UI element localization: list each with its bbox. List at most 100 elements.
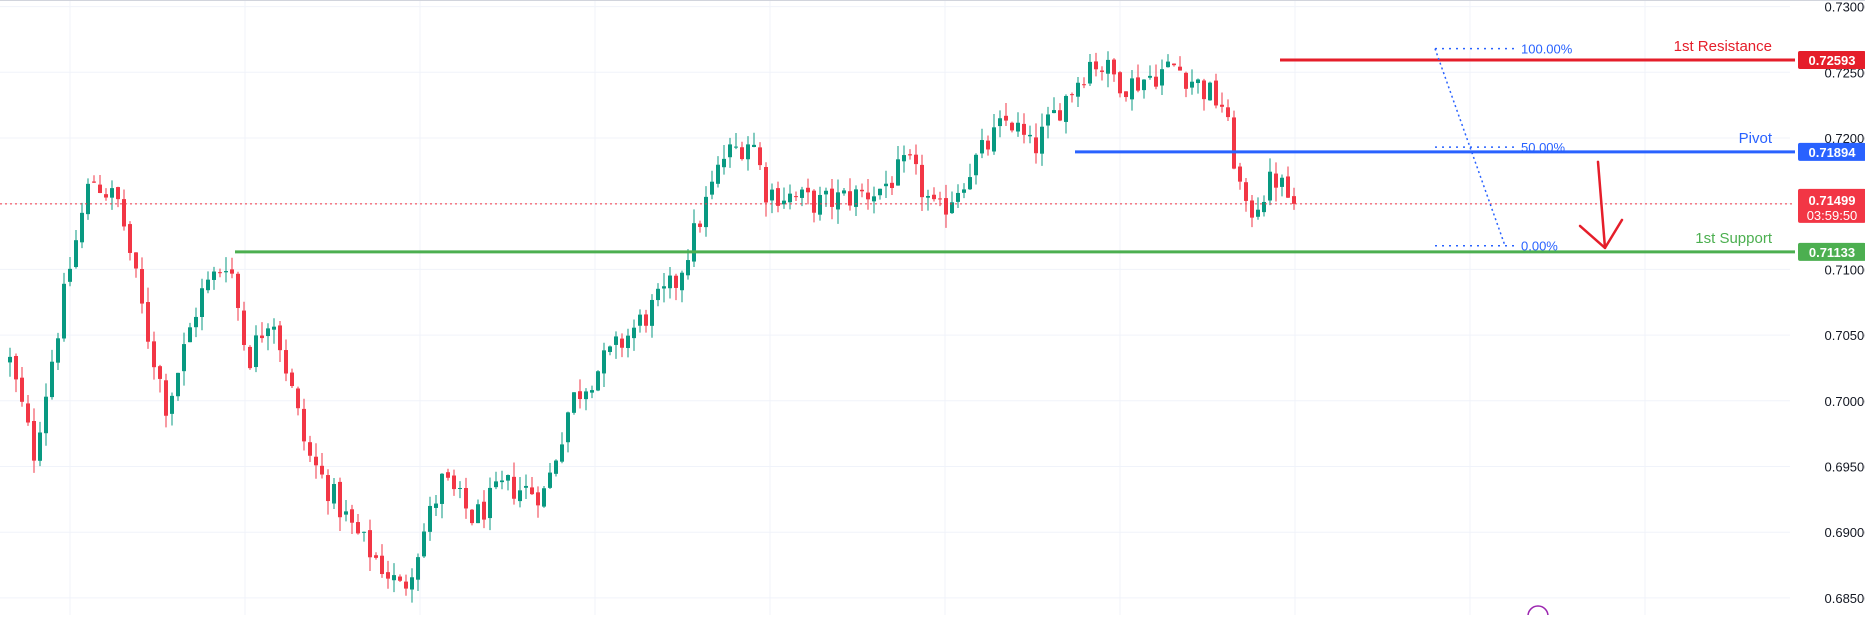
candle-body <box>818 195 822 215</box>
candle-body <box>266 328 270 336</box>
candle-body <box>14 356 18 379</box>
candle-body <box>686 260 690 275</box>
candle-body <box>524 486 528 488</box>
candle-body <box>92 182 96 183</box>
candle-body <box>710 182 714 195</box>
candle-body <box>656 289 660 300</box>
candle-body <box>1142 80 1146 91</box>
candle-body <box>218 272 222 273</box>
candle-body <box>350 509 354 522</box>
candle-body <box>584 391 588 399</box>
candle-body <box>1064 96 1068 122</box>
candle-body <box>932 195 936 199</box>
candle-body <box>128 224 132 253</box>
candle-body <box>638 315 642 326</box>
resistance-price-badge: 0.72593 <box>1798 51 1865 69</box>
candle-body <box>914 155 918 164</box>
candle-body <box>812 191 816 213</box>
candle-body <box>158 366 162 379</box>
candle-body <box>728 144 732 157</box>
candle-body <box>1196 79 1200 83</box>
candle-body <box>1244 182 1248 201</box>
fibonacci-retracement[interactable]: 100.00% 50.00% 0.00% <box>1435 42 1573 254</box>
candle-body <box>248 347 252 368</box>
arrow-head <box>1580 220 1622 248</box>
candle-body <box>344 511 348 514</box>
candle-body <box>1274 174 1278 188</box>
candle-body <box>1256 210 1260 217</box>
candle-body <box>1022 124 1026 135</box>
candle-body <box>1166 62 1170 68</box>
candle-body <box>494 481 498 487</box>
candle-body <box>146 302 150 342</box>
candle-body <box>1100 70 1104 71</box>
candle-body <box>1178 67 1182 71</box>
candle-body <box>416 557 420 580</box>
candle-body <box>476 504 480 523</box>
candle-body <box>1208 83 1212 101</box>
candle-body <box>608 346 612 352</box>
candle-body <box>992 127 996 151</box>
down-arrow-icon[interactable] <box>1580 162 1622 248</box>
candle-body <box>1136 77 1140 90</box>
fib-label-100: 100.00% <box>1521 42 1573 57</box>
candle-body <box>320 466 324 475</box>
candle-body <box>716 165 720 184</box>
candle-body <box>842 190 846 193</box>
candle-body <box>32 421 36 461</box>
candle-body <box>26 403 30 422</box>
candle-body <box>602 350 606 373</box>
candle-body <box>920 165 924 197</box>
candle-body <box>632 328 636 338</box>
candle-body <box>890 183 894 188</box>
candle-body <box>644 314 648 325</box>
candle-body <box>986 141 990 150</box>
candle-body <box>188 327 192 342</box>
candle-body <box>752 145 756 147</box>
candle-body <box>896 159 900 185</box>
candle-body <box>698 224 702 227</box>
current-price-badge: 0.71499 03:59:50 <box>1798 189 1865 223</box>
candle-body <box>866 193 870 200</box>
candle-body <box>392 575 396 580</box>
candle-body <box>290 373 294 386</box>
candle-body <box>284 350 288 373</box>
candle-body <box>104 194 108 197</box>
candle-body <box>338 482 342 517</box>
candle-body <box>572 392 576 413</box>
bar-countdown: 03:59:50 <box>1807 208 1858 223</box>
pivot-price-value: 0.71894 <box>1809 145 1857 160</box>
candle-body <box>776 188 780 206</box>
event-marker-icon[interactable] <box>1528 606 1548 615</box>
candle-body <box>1088 62 1092 84</box>
candle-body <box>974 155 978 175</box>
candle-body <box>512 477 516 499</box>
candle-body <box>362 532 366 533</box>
candle-body <box>272 327 276 330</box>
candle-body <box>422 532 426 557</box>
candle-body <box>902 155 906 161</box>
candle-body <box>566 412 570 442</box>
candle-body <box>446 472 450 478</box>
candle-body <box>170 396 174 414</box>
candle-body <box>98 185 102 193</box>
candle-body <box>614 336 618 345</box>
candle-body <box>962 189 966 192</box>
candle-body <box>368 530 372 557</box>
candle-body <box>206 280 210 291</box>
resistance-price-value: 0.72593 <box>1809 53 1856 68</box>
pivot-price-badge: 0.71894 <box>1798 143 1865 161</box>
candle-body <box>1280 178 1284 187</box>
price-axis[interactable]: 0.730000.725000.720000.715000.710000.705… <box>1825 0 1865 606</box>
candle-body <box>314 457 318 466</box>
candle-body <box>68 269 72 282</box>
candle-body <box>20 378 24 402</box>
candle-body <box>356 522 360 533</box>
candle-body <box>1112 60 1116 75</box>
candle-body <box>86 184 90 214</box>
candle-body <box>1292 196 1296 204</box>
current-price-value: 0.71499 <box>1809 193 1856 208</box>
